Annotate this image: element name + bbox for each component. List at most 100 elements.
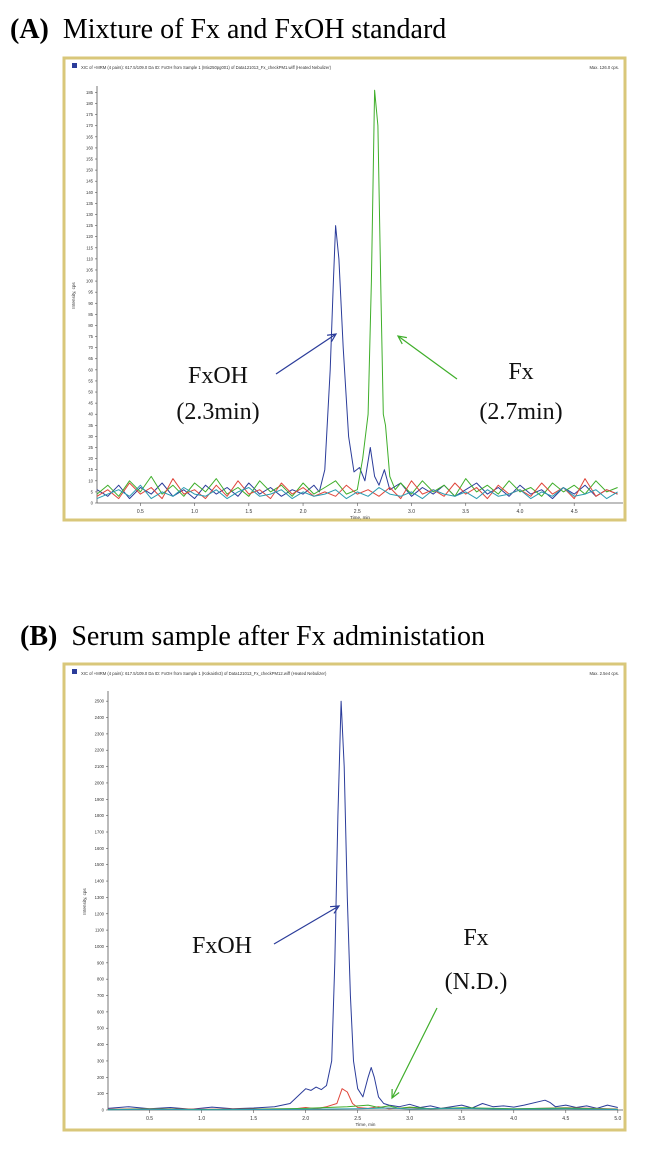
chart-b-y-tick-label: 300 [97, 1058, 105, 1063]
chart-a-y-tick-label: 80 [88, 323, 93, 328]
chart-a-series-2-line [96, 478, 618, 500]
chart-b-y-tick-label: 600 [97, 1009, 105, 1014]
chart-a-y-tick-label: 75 [88, 334, 93, 339]
chart-b-y-tick-label: 1000 [95, 944, 105, 949]
chart-b-x-tick-label: 4.0 [510, 1116, 517, 1122]
chart-a-y-tick-label: 140 [86, 190, 94, 195]
chart-b-x-tick-label: 3.0 [406, 1116, 413, 1122]
chart-a-y-tick-label: 15 [88, 467, 93, 472]
chart-b-y-tick-label: 2300 [95, 731, 105, 736]
chart-b-y-tick-label: 2200 [95, 748, 105, 753]
chart-b-annotation-0-arrowhead [329, 905, 341, 914]
chart-a-y-tick-label: 55 [88, 378, 93, 383]
chart-b-header-right: Max. 2.5e4 cps. [589, 671, 619, 676]
chart-a-x-tick-label: 4.0 [516, 509, 523, 515]
chart-a-y-tick-label: 45 [88, 401, 93, 406]
chart-a-y-tick-label: 20 [88, 456, 93, 461]
chart-a-x-tick-label: 0.5 [137, 509, 144, 515]
chart-b-y-tick-label: 1300 [95, 895, 105, 900]
chart-b-x-tick-label: 0.5 [146, 1116, 153, 1122]
chart-a-y-tick-label: 110 [86, 256, 93, 261]
chart-b-y-tick-label: 1900 [95, 797, 105, 802]
chart-a-x-tick-label: 3.5 [462, 509, 469, 515]
panel-a-letter: (A) [10, 14, 49, 45]
chart-a-annotation-1-line-1: (2.7min) [479, 399, 562, 425]
chart-b-y-tick-label: 500 [97, 1026, 105, 1031]
chart-a-y-tick-label: 70 [88, 345, 93, 350]
chart-b-y-tick-label: 1500 [95, 862, 105, 867]
panel-b-letter: (B) [20, 621, 58, 652]
chart-b-header-left: XIC of +MRM (4 pairs): 617.5/109.0 Da ID… [81, 671, 327, 676]
chart-b-y-tick-label: 900 [97, 960, 105, 965]
panel-b-title: (B) Serum sample after Fx administation [20, 621, 485, 653]
chart-b-x-tick-label: 2.5 [354, 1116, 361, 1122]
chart-a-y-tick-label: 170 [86, 123, 94, 128]
chart-a-y-tick-label: 150 [86, 168, 94, 173]
chart-a-header-left: XIC of +MRM (4 pairs): 617.5/109.0 Da ID… [81, 65, 332, 70]
chart-a-y-tick-label: 105 [86, 267, 94, 272]
chart-a-y-tick-label: 135 [86, 201, 94, 206]
chart-b-annotation-1-line-0: Fx [463, 925, 488, 951]
chart-a-y-tick-label: 5 [91, 489, 94, 494]
chart-b-series-0-line [107, 700, 618, 1110]
chart-a-y-tick-label: 145 [86, 179, 94, 184]
chart-a-y-tick-label: 185 [86, 90, 94, 95]
chart-b-y-tick-label: 1200 [95, 911, 105, 916]
chart-a-y-tick-label: 155 [86, 157, 94, 162]
chart-b-x-tick-label: 3.5 [458, 1116, 465, 1122]
chart-a-annotation-1-line-0: Fx [508, 359, 533, 385]
chart-a-x-tick-label: 2.5 [354, 509, 361, 515]
chart-a-header-right: Max. 126.0 cps. [589, 65, 619, 70]
chart-b-y-tick-label: 200 [97, 1075, 105, 1080]
chart-a-y-tick-label: 165 [86, 134, 94, 139]
chart-b-y-axis-label: Intensity, cps [82, 888, 87, 915]
chart-a-annotation-1-arrowhead [396, 335, 407, 345]
chart-a-y-tick-label: 0 [91, 501, 94, 506]
chart-a-x-tick-label: 2.0 [300, 509, 307, 515]
chart-a-y-tick-label: 60 [88, 367, 93, 372]
chart-b-y-tick-label: 800 [97, 977, 105, 982]
chart-a: XIC of +MRM (4 pairs): 617.5/109.0 Da ID… [62, 56, 627, 522]
chart-a-header-icon [72, 63, 77, 68]
chart-a-y-tick-label: 125 [86, 223, 94, 228]
chart-a-annotation-0-line-1: (2.3min) [176, 399, 259, 425]
chart-a-y-tick-label: 100 [86, 279, 94, 284]
chart-a-y-tick-label: 30 [88, 434, 93, 439]
chart-a-y-tick-label: 35 [88, 423, 93, 428]
chart-a-series-3-line [96, 484, 618, 500]
chart-a-annotation-0-line-0: FxOH [188, 363, 248, 389]
chart-b-series-3-line [107, 1107, 618, 1111]
chart-a-series-0-line [96, 225, 618, 500]
chart-b-x-axis-label: Time, min [356, 1122, 376, 1127]
chart-b-annotation-1-arrowhead [391, 1088, 400, 1100]
chart-b-annotation-0-arrow [273, 905, 340, 945]
chart-a-x-tick-label: 3.0 [408, 509, 415, 515]
chart-b-header-icon [72, 669, 77, 674]
chart-a-annotation-1-arrow [397, 335, 458, 380]
chart-a-x-tick-label: 4.5 [571, 509, 578, 515]
chart-a-annotation-0-arrow [275, 333, 337, 375]
chart-a-y-tick-label: 25 [88, 445, 93, 450]
chart-b-y-tick-label: 100 [97, 1091, 105, 1096]
chart-b-annotation-1-arrow [391, 1007, 438, 1099]
chart-a-y-tick-label: 10 [88, 478, 93, 483]
chart-b-y-tick-label: 1100 [95, 928, 105, 933]
chart-b-x-tick-label: 4.5 [562, 1116, 569, 1122]
chart-a-y-tick-label: 180 [86, 101, 94, 106]
chart-a-y-tick-label: 50 [88, 390, 93, 395]
chart-a-y-axis-label: Intensity, cps [71, 282, 76, 309]
panel-a-title: (A) Mixture of Fx and FxOH standard [10, 14, 446, 46]
chart-b-x-tick-label: 1.5 [250, 1116, 257, 1122]
chart-b-x-tick-label: 1.0 [198, 1116, 205, 1122]
chart-b-annotation-0-line-0: FxOH [192, 933, 252, 959]
chart-b-y-tick-label: 2000 [95, 780, 105, 785]
chart-a-frame [62, 56, 627, 522]
chart-a-y-tick-label: 160 [86, 145, 94, 150]
chart-b-y-tick-label: 700 [97, 993, 105, 998]
chart-b-y-tick-label: 2100 [95, 764, 105, 769]
chart-b-y-tick-label: 1600 [95, 846, 105, 851]
chart-a-annotation-0-arrowhead [327, 333, 338, 343]
chart-a-y-tick-label: 65 [88, 356, 93, 361]
chart-b-y-tick-label: 1700 [95, 830, 105, 835]
